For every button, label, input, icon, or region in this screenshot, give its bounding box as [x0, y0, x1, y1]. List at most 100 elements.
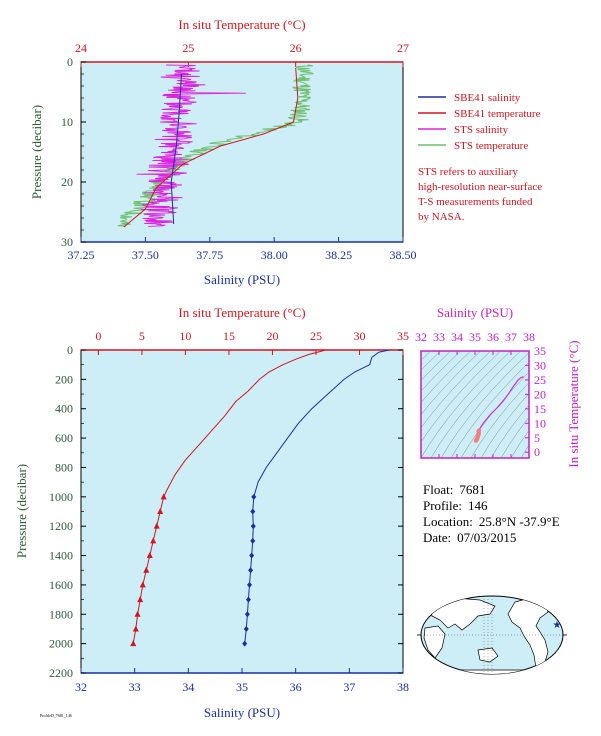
density-contour — [421, 351, 492, 429]
left-tick-label: 1400 — [49, 549, 73, 563]
density-contour — [440, 352, 529, 458]
svg-text:Float:7681: Float: 7681 — [423, 482, 485, 497]
top-axis-label: In situ Temperature (°C) — [178, 305, 305, 320]
svg-text:high-resolution near-surface: high-resolution near-surface — [418, 181, 542, 193]
top-tick-label: 35 — [469, 330, 481, 344]
bottom-tick-label: 38.00 — [261, 248, 288, 262]
density-contour — [421, 351, 442, 371]
left-tick-label: 2200 — [49, 666, 73, 680]
legend: SBE41 salinity SBE41 temperature STS sal… — [418, 92, 541, 152]
svg-text:Date:07/03/2015: Date: 07/03/2015 — [423, 530, 516, 545]
top-tick-label: 35 — [397, 329, 409, 343]
top-tick-label: 15 — [223, 329, 235, 343]
density-contour — [470, 382, 529, 458]
right-tick-label: 25 — [534, 373, 546, 387]
temperature-marker — [150, 537, 157, 544]
top-tick-label: 27 — [397, 41, 409, 55]
temperature-marker — [130, 640, 137, 647]
density-contour — [421, 351, 432, 361]
temperature-marker — [146, 552, 153, 559]
top-tick-label: 34 — [451, 330, 463, 344]
top-tick-label: 25 — [182, 41, 194, 55]
sbe41-temperature-line — [123, 67, 299, 228]
left-tick-label: 10 — [61, 115, 73, 129]
temperature-marker — [137, 596, 144, 603]
top-tick-label: 33 — [433, 330, 445, 344]
salinity-marker — [249, 552, 255, 559]
svg-text:by NASA.: by NASA. — [418, 211, 465, 223]
bottom-tick-label: 36 — [290, 680, 302, 694]
density-contour — [421, 351, 462, 392]
top-tick-label: 25 — [310, 329, 322, 343]
plot-area — [80, 61, 404, 243]
density-contour — [421, 351, 502, 443]
top-axis-label: Salinity (PSU) — [437, 305, 513, 320]
density-contour — [500, 416, 529, 458]
bottom-tick-label: 37 — [343, 680, 355, 694]
location-label: Location: — [423, 514, 473, 529]
right-axis-label: In situ Temperature (°C) — [566, 340, 581, 467]
density-contour — [520, 444, 529, 458]
svg-text:STS temperature: STS temperature — [454, 140, 528, 152]
svg-text:SBE41 salinity: SBE41 salinity — [454, 92, 521, 104]
top-tick-label: 37 — [505, 330, 517, 344]
bottom-tick-label: 37.75 — [196, 248, 223, 262]
legend-item: STS salinity — [418, 124, 509, 136]
left-tick-label: 20 — [61, 175, 73, 189]
bottom-tick-label: 32 — [75, 680, 87, 694]
svg-text:STS refers to auxiliary: STS refers to auxiliary — [418, 166, 518, 178]
right-tick-label: 30 — [534, 358, 546, 372]
plot-area — [80, 349, 404, 674]
left-tick-label: 1600 — [49, 578, 73, 592]
density-contour — [430, 351, 522, 458]
top-tick-label: 10 — [179, 329, 191, 343]
left-tick-label: 30 — [61, 235, 73, 249]
bottom-tick-label: 37.25 — [68, 248, 95, 262]
date-label: Date: — [423, 530, 451, 545]
salinity-marker — [242, 640, 248, 647]
right-tick-label: 10 — [534, 416, 546, 430]
salinity-marker — [250, 523, 256, 530]
right-tick-label: 0 — [534, 445, 540, 459]
left-tick-label: 2000 — [49, 637, 73, 651]
legend-item: SBE41 temperature — [418, 108, 541, 120]
top-tick-label: 32 — [415, 330, 427, 344]
location-value: 25.8°N -37.9°E — [479, 514, 560, 529]
density-contour — [490, 404, 529, 458]
left-tick-label: 0 — [67, 55, 73, 69]
right-tick-label: 15 — [534, 402, 546, 416]
panel-near-surface: 37.25 37.50 37.75 38.00 38.25 38.50 24 25 26 27 0 1… — [29, 17, 542, 287]
profile-label: Profile: — [423, 498, 462, 513]
left-tick-label: 600 — [55, 431, 73, 445]
svg-text:T-S measurements funded: T-S measurements funded — [418, 196, 533, 208]
salinity-marker — [250, 508, 256, 515]
float-info: Float: 7681 Profile: 146 Location: 25.8°N -… — [423, 482, 560, 545]
temperature-marker — [139, 581, 146, 588]
right-tick-label: 35 — [534, 344, 546, 358]
svg-text:STS salinity: STS salinity — [454, 124, 509, 136]
bottom-tick-label: 38 — [397, 680, 409, 694]
footer-text: ProfileD_7681_146 — [40, 713, 72, 718]
sts-salinity-line — [136, 64, 246, 227]
top-tick-label: 5 — [139, 329, 145, 343]
left-axis-label: Pressure (decibar) — [14, 464, 29, 558]
legend-item: STS temperature — [418, 140, 528, 152]
float-value: 7681 — [459, 482, 485, 497]
float-location-star: ★ — [553, 620, 562, 631]
salinity-marker — [248, 567, 254, 574]
salinity-marker — [245, 596, 251, 603]
density-contour — [421, 351, 452, 381]
top-tick-label: 0 — [95, 329, 101, 343]
temperature-marker — [157, 508, 164, 514]
density-contour — [421, 351, 482, 416]
top-axis-label: In situ Temperature (°C) — [178, 17, 305, 32]
temperature-marker — [143, 566, 150, 573]
left-tick-label: 1000 — [49, 490, 73, 504]
float-label: Float: — [423, 482, 453, 497]
temperature-marker — [160, 493, 167, 500]
svg-text:SBE41 temperature: SBE41 temperature — [454, 108, 541, 120]
sbe41-salinity-line — [170, 73, 182, 225]
density-contour — [480, 393, 529, 458]
legend-item: SBE41 salinity — [418, 92, 521, 104]
panel-full-profile: 32 33 34 35 36 37 38 0 5 10 15 20 25 30 35 0 200 400 600 80… — [14, 305, 409, 720]
